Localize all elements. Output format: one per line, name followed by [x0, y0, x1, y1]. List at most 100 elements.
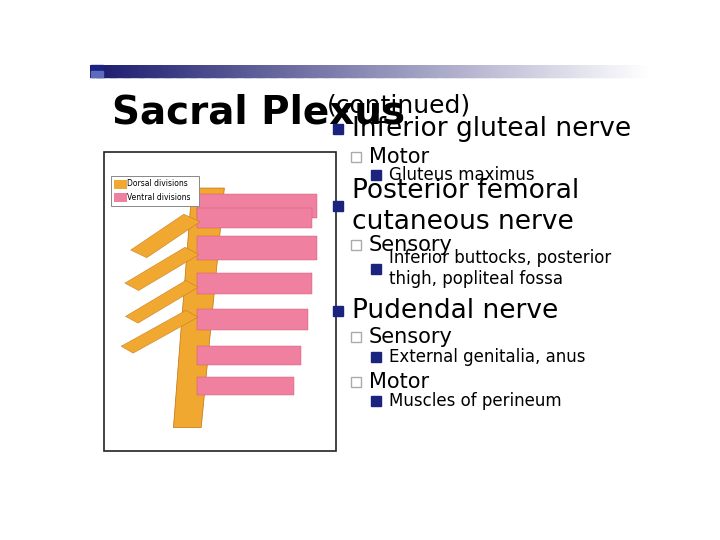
- Text: External genitalia, anus: External genitalia, anus: [389, 348, 585, 366]
- Bar: [607, 65, 610, 77]
- Bar: [179, 65, 181, 77]
- Bar: [596, 65, 598, 77]
- Bar: [423, 65, 426, 77]
- Bar: [181, 65, 184, 77]
- Bar: [103, 65, 105, 77]
- Bar: [92, 65, 94, 77]
- Bar: [449, 65, 451, 77]
- Bar: [138, 65, 141, 77]
- Bar: [96, 65, 98, 77]
- Bar: [577, 65, 580, 77]
- Bar: [194, 65, 197, 77]
- Bar: [482, 65, 485, 77]
- Bar: [274, 65, 276, 77]
- Bar: [237, 65, 239, 77]
- Bar: [622, 65, 624, 77]
- Bar: [410, 65, 413, 77]
- Bar: [613, 65, 615, 77]
- Bar: [481, 65, 483, 77]
- Bar: [568, 65, 570, 77]
- Bar: [315, 65, 318, 77]
- Bar: [395, 65, 397, 77]
- Bar: [516, 65, 518, 77]
- Bar: [472, 65, 474, 77]
- Bar: [151, 65, 154, 77]
- Bar: [579, 65, 582, 77]
- FancyBboxPatch shape: [104, 152, 336, 451]
- Bar: [293, 65, 295, 77]
- Text: Motor: Motor: [369, 147, 429, 167]
- Bar: [129, 65, 132, 77]
- Bar: [294, 65, 297, 77]
- Bar: [600, 65, 602, 77]
- Text: Sensory: Sensory: [369, 327, 453, 347]
- Bar: [473, 65, 476, 77]
- Bar: [583, 65, 585, 77]
- Bar: [631, 65, 634, 77]
- Bar: [436, 65, 438, 77]
- Text: Posterior femoral
cutaneous nerve: Posterior femoral cutaneous nerve: [352, 178, 580, 235]
- Bar: [609, 65, 611, 77]
- Bar: [585, 65, 588, 77]
- Bar: [490, 65, 492, 77]
- Bar: [542, 65, 544, 77]
- Bar: [183, 65, 186, 77]
- Bar: [250, 65, 253, 77]
- Polygon shape: [197, 194, 317, 218]
- Bar: [248, 65, 251, 77]
- Bar: [518, 65, 521, 77]
- Bar: [125, 65, 127, 77]
- Bar: [302, 65, 305, 77]
- Bar: [486, 65, 489, 77]
- Bar: [386, 65, 388, 77]
- Bar: [431, 65, 433, 77]
- Bar: [507, 65, 509, 77]
- Bar: [155, 65, 158, 77]
- Bar: [222, 65, 225, 77]
- Bar: [581, 65, 583, 77]
- Bar: [189, 65, 191, 77]
- Bar: [164, 65, 167, 77]
- Bar: [427, 65, 429, 77]
- Bar: [371, 65, 373, 77]
- Bar: [132, 65, 135, 77]
- Bar: [354, 65, 356, 77]
- Bar: [447, 65, 449, 77]
- Bar: [150, 65, 152, 77]
- Bar: [453, 65, 455, 77]
- Bar: [332, 65, 334, 77]
- Bar: [217, 65, 219, 77]
- Text: Inferior buttocks, posterior
thigh, popliteal fossa: Inferior buttocks, posterior thigh, popl…: [389, 249, 611, 288]
- Bar: [508, 65, 511, 77]
- Bar: [259, 65, 261, 77]
- Bar: [393, 65, 395, 77]
- Bar: [105, 65, 107, 77]
- Bar: [626, 65, 628, 77]
- Bar: [202, 65, 204, 77]
- Bar: [462, 65, 464, 77]
- Bar: [198, 65, 200, 77]
- Bar: [360, 65, 362, 77]
- Bar: [587, 65, 589, 77]
- Text: Pudendal nerve: Pudendal nerve: [352, 298, 559, 324]
- Bar: [205, 65, 208, 77]
- Bar: [101, 65, 104, 77]
- Bar: [317, 65, 320, 77]
- Bar: [352, 65, 355, 77]
- Bar: [434, 65, 436, 77]
- Bar: [562, 65, 565, 77]
- Bar: [418, 65, 420, 77]
- Bar: [122, 65, 124, 77]
- Bar: [575, 65, 578, 77]
- Bar: [438, 65, 440, 77]
- Bar: [135, 65, 137, 77]
- Bar: [124, 65, 126, 77]
- Bar: [94, 65, 96, 77]
- Bar: [297, 65, 299, 77]
- Bar: [246, 65, 248, 77]
- Bar: [358, 65, 360, 77]
- Bar: [390, 65, 392, 77]
- Bar: [428, 65, 431, 77]
- Bar: [142, 65, 145, 77]
- Bar: [336, 65, 338, 77]
